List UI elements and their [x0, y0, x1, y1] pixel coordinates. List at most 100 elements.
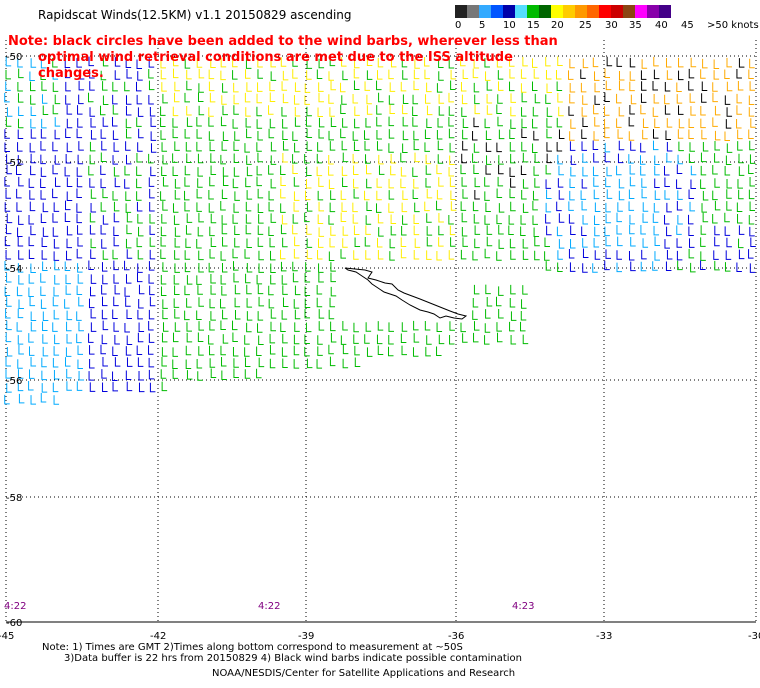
wind-barb [125, 118, 132, 129]
wind-barb [412, 94, 419, 105]
wind-barb [390, 153, 397, 164]
wind-barb [233, 105, 239, 115]
wind-barb [210, 58, 216, 68]
wind-barb [628, 116, 635, 127]
wind-barb [366, 56, 373, 67]
wind-barb [161, 213, 167, 224]
wind-barb [388, 346, 394, 357]
wind-barb [232, 332, 238, 343]
wind-barb [210, 311, 216, 321]
wind-barb [294, 236, 300, 247]
wind-barb [257, 188, 264, 199]
wind-barb [617, 129, 624, 139]
wind-barb [41, 383, 48, 393]
wind-barb [342, 226, 349, 236]
wind-barb [172, 203, 179, 213]
wind-barb [509, 141, 516, 152]
wind-barb [4, 236, 11, 247]
wind-barb [160, 286, 167, 296]
wind-barb [6, 213, 13, 224]
wind-barb [16, 322, 23, 332]
wind-barb [292, 131, 298, 141]
wind-barb [510, 334, 517, 345]
wind-barb [173, 274, 180, 285]
wind-barb [628, 131, 635, 141]
wind-barb [173, 215, 180, 225]
wind-barb [592, 140, 599, 151]
wind-barb [270, 178, 277, 189]
wind-barb [42, 105, 49, 116]
wind-barb [690, 262, 696, 273]
wind-barb [616, 93, 622, 104]
wind-barb [402, 94, 409, 105]
wind-barb [6, 107, 13, 117]
wind-barb [594, 71, 600, 81]
wind-barb [184, 201, 190, 212]
wind-barb [450, 80, 456, 91]
x-tick-label: -42 [150, 631, 166, 642]
wind-barb [354, 345, 360, 356]
wind-barb [389, 251, 395, 261]
wind-barb [508, 215, 515, 225]
wind-barb [665, 130, 671, 140]
wind-barb [136, 237, 143, 248]
wind-barb [496, 214, 502, 225]
wind-barb [54, 117, 61, 127]
wind-barb [52, 57, 58, 68]
wind-barb [353, 322, 359, 333]
wind-barb [162, 201, 168, 211]
wind-barb [414, 202, 420, 213]
wind-barb [221, 285, 227, 296]
wind-barb [486, 155, 492, 165]
wind-barb [436, 164, 442, 175]
wind-barb [748, 129, 754, 140]
wind-barb [42, 346, 49, 357]
wind-barb [88, 92, 94, 103]
wind-barb [522, 152, 529, 163]
wind-barb [196, 275, 202, 285]
wind-barb [724, 131, 730, 141]
wind-barb [438, 213, 444, 223]
wind-barb [198, 105, 205, 116]
wind-barb [472, 68, 479, 79]
wind-barb [354, 118, 360, 129]
wind-barb [725, 119, 732, 129]
wind-barb [280, 224, 287, 235]
wind-barb [29, 142, 36, 153]
wind-barb [76, 128, 83, 139]
wind-barb [748, 107, 755, 117]
wind-barb [436, 250, 442, 261]
wind-barb [220, 116, 227, 127]
wind-barb [4, 286, 11, 297]
wind-barb [136, 94, 143, 105]
wind-barb [425, 165, 432, 175]
wind-barb [509, 167, 516, 177]
wind-barb [196, 358, 203, 369]
wind-barb [54, 129, 61, 140]
wind-barb [472, 131, 478, 141]
wind-barb [413, 225, 420, 236]
wind-barb [138, 226, 144, 237]
wind-barb [162, 309, 168, 320]
wind-barb [413, 320, 419, 331]
wind-barb [292, 69, 298, 79]
wind-barb [616, 118, 622, 128]
wind-barb [136, 345, 143, 355]
wind-barb [114, 177, 121, 188]
wind-barb [174, 92, 180, 103]
wind-barb [328, 94, 334, 104]
wind-barb [497, 116, 503, 127]
wind-barb [437, 154, 444, 164]
wind-barb [41, 118, 47, 129]
wind-barb [233, 82, 239, 93]
wind-barb [472, 153, 478, 163]
wind-barb [41, 237, 48, 247]
wind-barb [4, 129, 10, 139]
wind-barb [222, 105, 228, 116]
wind-barb [341, 202, 347, 212]
wind-barb [616, 250, 622, 260]
wind-barb [726, 57, 732, 68]
wind-barb [544, 251, 550, 261]
wind-barb [498, 239, 505, 249]
wind-barb [222, 83, 228, 93]
